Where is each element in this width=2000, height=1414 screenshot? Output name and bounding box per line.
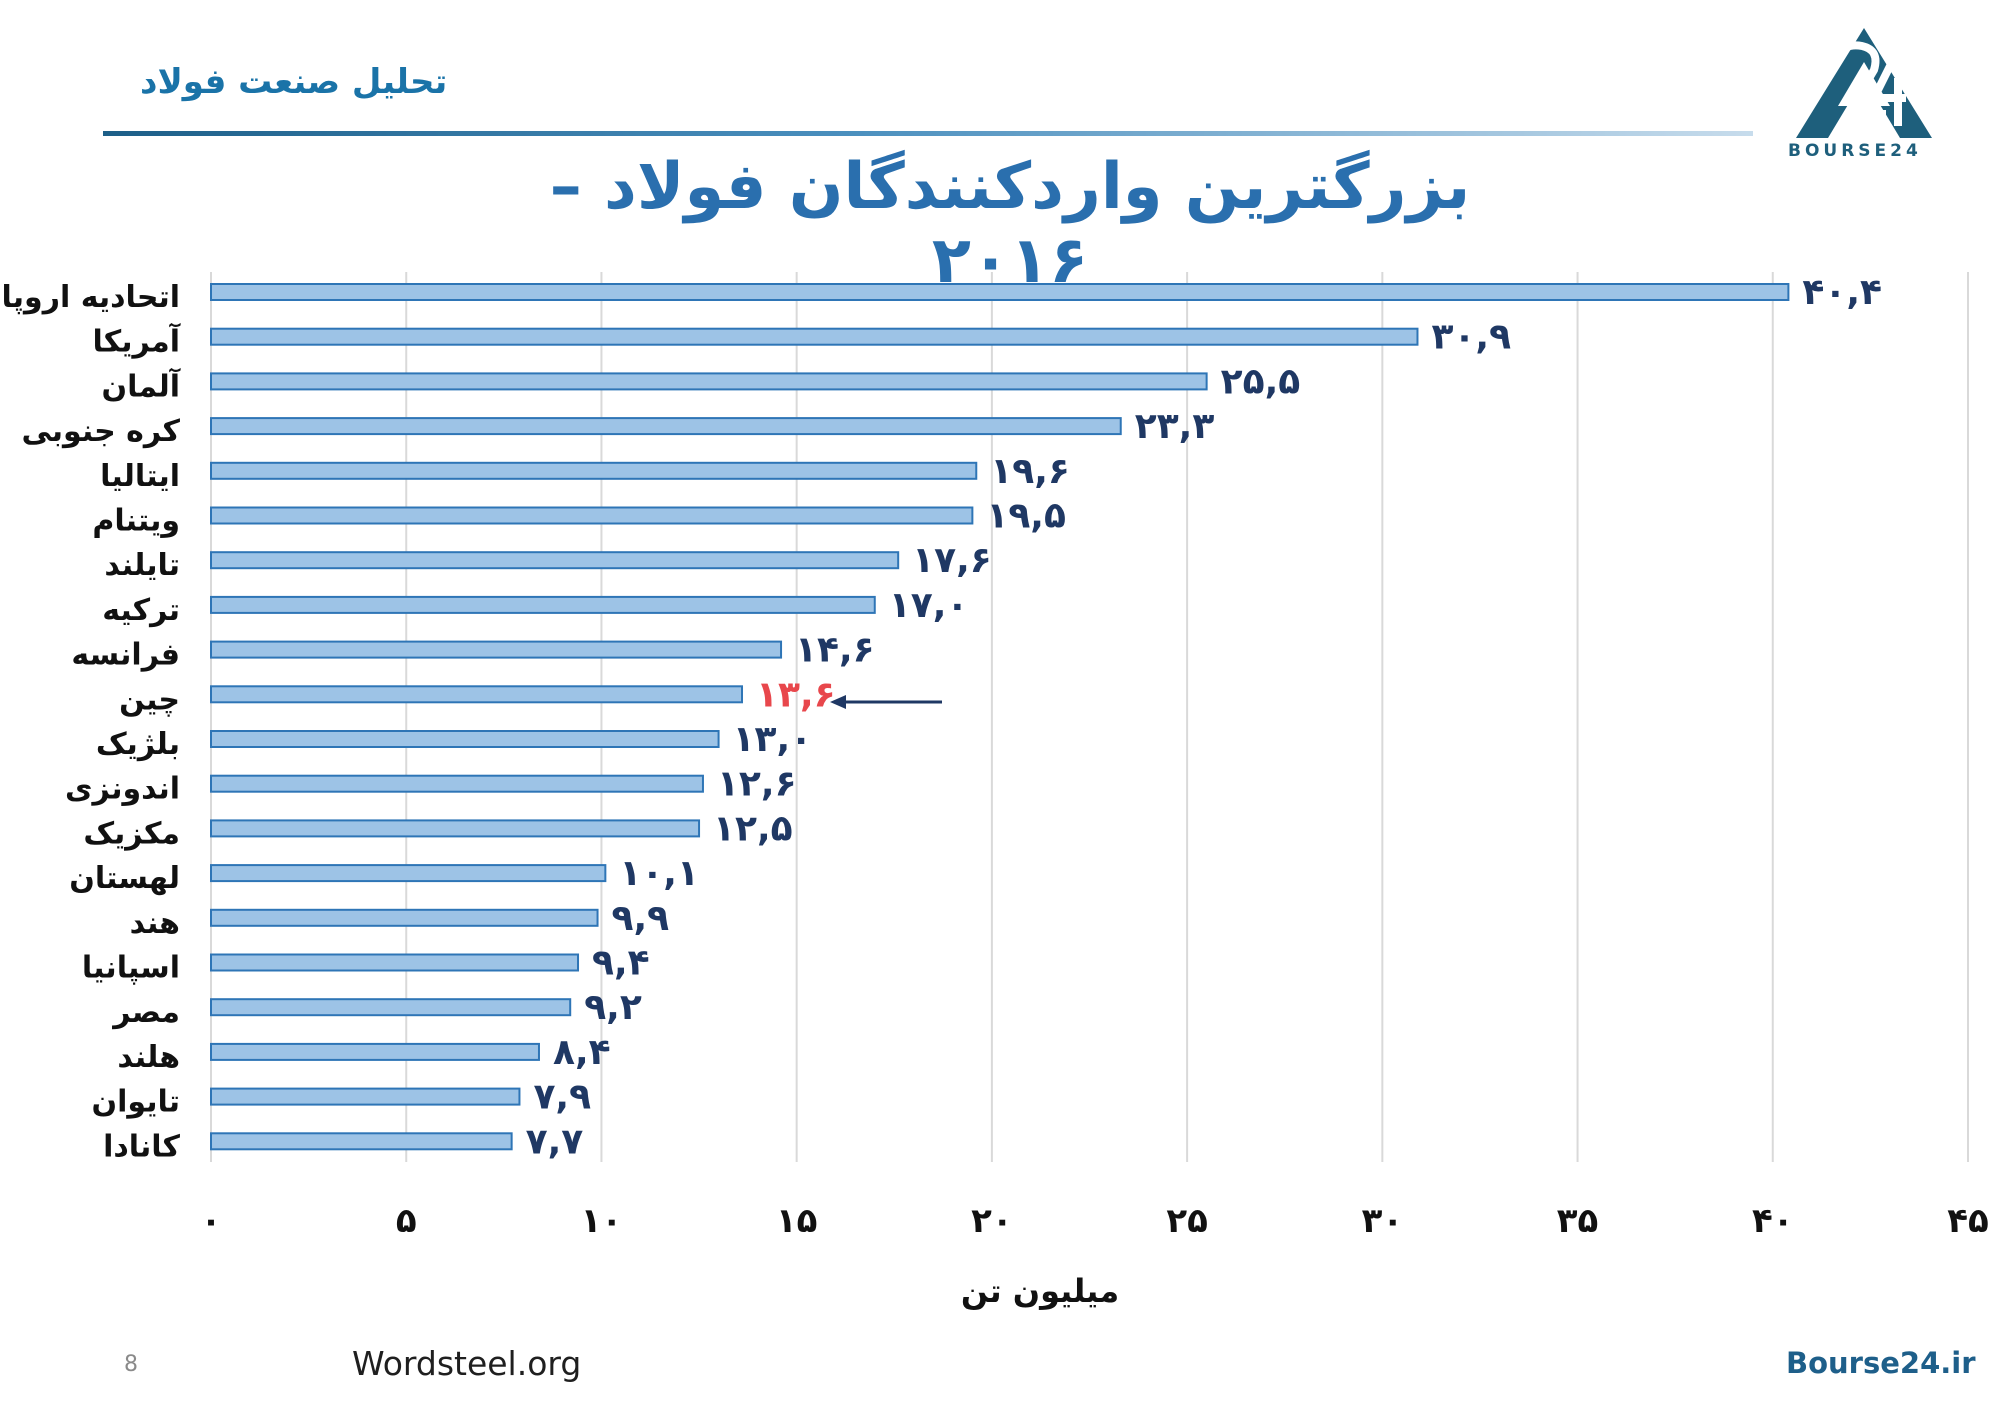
- data-label: ۷,۷: [526, 1121, 584, 1162]
- logo-text: BOURSE24: [1788, 141, 1922, 161]
- data-label: ۱۳,۶: [756, 674, 836, 715]
- x-tick-label: ۴۰: [1752, 1201, 1794, 1241]
- x-tick-label: ۳۰: [1362, 1201, 1404, 1241]
- category-label: مکزیک: [83, 816, 180, 851]
- data-label: ۲۳,۳: [1135, 406, 1215, 447]
- x-tick-label: ۴۵: [1947, 1201, 1989, 1241]
- category-label: آمریکا: [93, 323, 181, 360]
- bar: [210, 417, 1122, 436]
- category-label: کره جنوبی: [21, 414, 180, 449]
- bar: [210, 864, 607, 883]
- category-label: تایوان: [92, 1085, 181, 1120]
- bar: [210, 1042, 540, 1061]
- bar: [210, 327, 1419, 346]
- bourse24-logo-icon: [1796, 28, 1932, 138]
- page-number: 8: [124, 1352, 138, 1377]
- x-tick-label: ۱۰: [581, 1201, 623, 1241]
- category-label: ویتنام: [92, 504, 180, 539]
- bar: [210, 1132, 513, 1151]
- bar: [210, 953, 580, 972]
- category-label: ایتالیا: [100, 459, 180, 494]
- x-tick-label: ۰: [201, 1201, 222, 1241]
- bar: [210, 774, 704, 793]
- bar: [210, 283, 1790, 301]
- data-label: ۱۲,۵: [713, 808, 793, 849]
- value-labels: ۴۰,۴ ۳۰,۹ ۲۵,۵۲۳,۳ ۱۹,۶۱۹,۵۱۷,۶۱۷,۰ ۱۴,۶۱۳,۶…: [526, 272, 1882, 1162]
- category-label: تایلند: [104, 548, 180, 583]
- section-title: تحلیل صنعت فولاد: [140, 62, 448, 102]
- data-label: ۴۰,۴: [1802, 272, 1882, 313]
- bar: [210, 1087, 521, 1106]
- bar: [210, 730, 720, 748]
- category-label: اتحادیه اروپا: [2, 280, 180, 315]
- data-label: ۱۰,۱: [619, 853, 699, 894]
- category-label: ترکیه: [102, 593, 180, 628]
- source-credit: Wordsteel.org: [352, 1344, 582, 1383]
- bar: [210, 461, 978, 480]
- data-label: ۹,۴: [592, 943, 650, 984]
- category-label: کانادا: [103, 1129, 180, 1164]
- bar: [210, 551, 900, 570]
- category-label: بلژیک: [96, 727, 180, 762]
- bar: [210, 685, 744, 704]
- site-credit: Bourse24.ir: [1786, 1346, 1976, 1380]
- data-label: ۱۹,۶: [990, 451, 1070, 492]
- category-label: آلمان: [101, 367, 180, 404]
- bar: [210, 819, 701, 838]
- grid-lines: [210, 272, 1969, 1162]
- data-label: ۹,۲: [584, 987, 642, 1028]
- category-label: مصر: [111, 995, 180, 1030]
- highlight-arrow-head: [830, 695, 846, 709]
- data-label: ۲۵,۵: [1221, 361, 1301, 402]
- data-label: ۸,۴: [553, 1032, 611, 1073]
- category-labels: اتحادیه اروپا آمریکا آلمان کره جنوبی ایتالیا…: [2, 280, 181, 1164]
- bar: [210, 372, 1208, 391]
- x-tick-label: ۲۵: [1166, 1201, 1208, 1241]
- category-label: هند: [130, 906, 180, 941]
- x-axis-ticks: ۰ ۵ ۱۰ ۱۵ ۲۰ ۲۵ ۳۰ ۳۵ ۴۰ ۴۵: [201, 1201, 1989, 1241]
- bar: [210, 998, 572, 1017]
- category-label: اندونزی: [65, 772, 180, 807]
- data-label: ۱۴,۶: [795, 630, 875, 671]
- category-label: اسپانیا: [82, 951, 180, 986]
- bar: [210, 506, 974, 525]
- data-label: ۱۹,۵: [986, 496, 1066, 537]
- data-label: ۱۷,۰: [889, 585, 969, 626]
- category-label: چین: [119, 682, 180, 717]
- category-label: لهستان: [69, 861, 180, 896]
- bar: [210, 595, 876, 614]
- category-label: فرانسه: [71, 638, 180, 673]
- bar: [210, 908, 599, 927]
- data-label: ۱۲,۶: [717, 764, 797, 805]
- category-label: هلند: [117, 1040, 180, 1075]
- data-label: ۳۰,۹: [1431, 317, 1511, 358]
- data-label: ۹,۹: [612, 898, 670, 939]
- x-axis-label: میلیون تن: [961, 1272, 1119, 1310]
- data-label: ۷,۹: [533, 1077, 591, 1118]
- x-tick-label: ۲۰: [971, 1201, 1013, 1241]
- header-rule: [103, 131, 1753, 136]
- data-label: ۱۳,۰: [733, 719, 813, 760]
- x-tick-label: ۵: [396, 1201, 417, 1241]
- x-tick-label: ۳۵: [1557, 1201, 1599, 1241]
- data-label: ۱۷,۶: [912, 540, 992, 581]
- bars: [210, 283, 1790, 1151]
- x-tick-label: ۱۵: [776, 1201, 818, 1241]
- bar: [210, 640, 783, 659]
